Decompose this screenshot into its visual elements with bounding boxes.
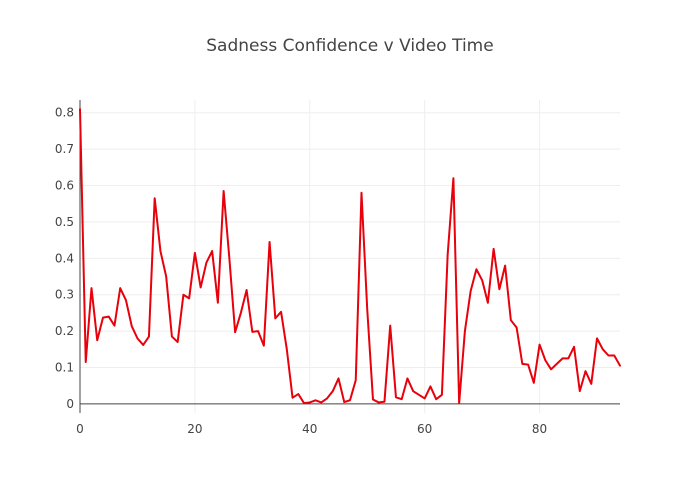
y-tick-label: 0.2 — [55, 324, 74, 338]
x-tick-label: 60 — [417, 422, 432, 436]
y-tick-label: 0.7 — [55, 142, 74, 156]
chart-title: Sadness Confidence v Video Time — [206, 36, 493, 56]
series-line — [79, 108, 621, 405]
x-tick-label: 0 — [76, 422, 84, 436]
x-tick-label: 20 — [187, 422, 202, 436]
y-tick-label: 0.1 — [55, 361, 74, 375]
y-tick-label: 0.8 — [55, 106, 74, 120]
y-tick-label: 0.4 — [55, 251, 74, 265]
y-tick-label: 0 — [66, 397, 74, 411]
tick-labels: 0 0.1 0.2 0.3 0.4 0.5 0.6 0.7 0.8 0 20 40 60 80 — [55, 106, 547, 436]
gridlines — [80, 100, 620, 413]
series-layer — [79, 108, 621, 405]
x-tick-label: 40 — [302, 422, 317, 436]
y-tick-label: 0.5 — [55, 215, 74, 229]
x-tick-label: 80 — [532, 422, 547, 436]
y-tick-label: 0.3 — [55, 288, 74, 302]
y-tick-label: 0.6 — [55, 179, 74, 193]
